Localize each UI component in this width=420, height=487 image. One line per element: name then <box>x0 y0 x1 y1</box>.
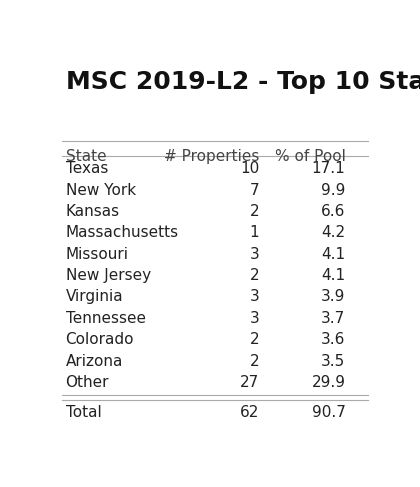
Text: Virginia: Virginia <box>66 289 123 304</box>
Text: 3: 3 <box>249 289 259 304</box>
Text: 90.7: 90.7 <box>312 405 345 420</box>
Text: 4.2: 4.2 <box>321 225 345 240</box>
Text: Missouri: Missouri <box>66 247 129 262</box>
Text: 6.6: 6.6 <box>321 204 345 219</box>
Text: 2: 2 <box>249 268 259 283</box>
Text: 7: 7 <box>249 183 259 198</box>
Text: 62: 62 <box>240 405 259 420</box>
Text: 4.1: 4.1 <box>321 268 345 283</box>
Text: 2: 2 <box>249 354 259 369</box>
Text: Kansas: Kansas <box>66 204 120 219</box>
Text: 9.9: 9.9 <box>321 183 345 198</box>
Text: 1: 1 <box>249 225 259 240</box>
Text: 27: 27 <box>240 375 259 390</box>
Text: 3.6: 3.6 <box>321 332 345 347</box>
Text: 2: 2 <box>249 204 259 219</box>
Text: 2: 2 <box>249 332 259 347</box>
Text: Massachusetts: Massachusetts <box>66 225 178 240</box>
Text: Tennessee: Tennessee <box>66 311 145 326</box>
Text: Arizona: Arizona <box>66 354 123 369</box>
Text: 4.1: 4.1 <box>321 247 345 262</box>
Text: 3: 3 <box>249 247 259 262</box>
Text: MSC 2019-L2 - Top 10 States: MSC 2019-L2 - Top 10 States <box>66 70 420 94</box>
Text: 3.5: 3.5 <box>321 354 345 369</box>
Text: # Properties: # Properties <box>164 149 259 164</box>
Text: 17.1: 17.1 <box>312 161 345 176</box>
Text: State: State <box>66 149 106 164</box>
Text: Total: Total <box>66 405 101 420</box>
Text: 29.9: 29.9 <box>312 375 345 390</box>
Text: Other: Other <box>66 375 109 390</box>
Text: New Jersey: New Jersey <box>66 268 151 283</box>
Text: Colorado: Colorado <box>66 332 134 347</box>
Text: 3: 3 <box>249 311 259 326</box>
Text: 3.9: 3.9 <box>321 289 345 304</box>
Text: % of Pool: % of Pool <box>275 149 345 164</box>
Text: Texas: Texas <box>66 161 108 176</box>
Text: 3.7: 3.7 <box>321 311 345 326</box>
Text: New York: New York <box>66 183 136 198</box>
Text: 10: 10 <box>240 161 259 176</box>
